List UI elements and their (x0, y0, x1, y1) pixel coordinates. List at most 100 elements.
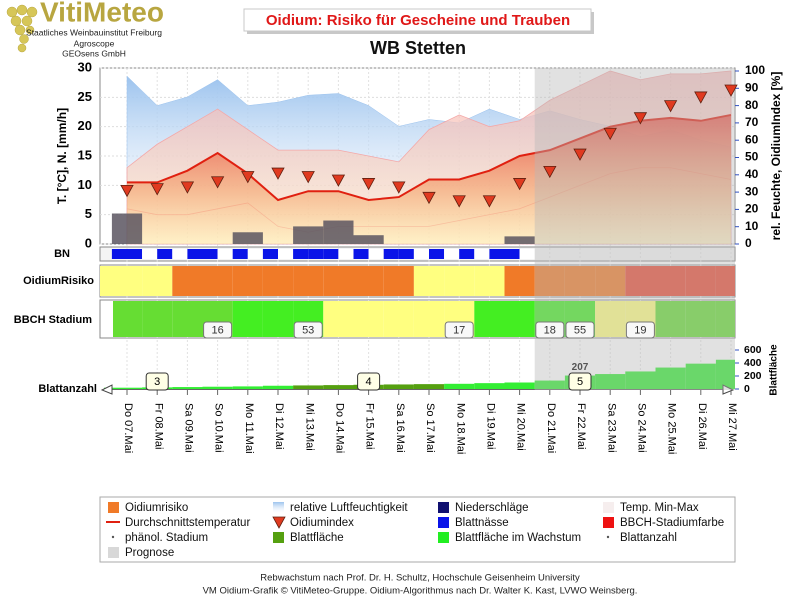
leaf-area-bar (504, 382, 535, 389)
risk-cell (323, 266, 354, 296)
legend-symbol (603, 502, 614, 513)
title-box (243, 8, 592, 32)
leaf-area-bar (104, 387, 143, 389)
oidium-index-marker (392, 181, 406, 194)
leaf-wetness-cell (459, 249, 475, 259)
oidium-index-marker (452, 195, 466, 208)
legend-label: Oidiumrisiko (125, 502, 188, 514)
leaf-axis-title: Blattfläche (769, 344, 780, 396)
bbch-cell (715, 301, 735, 337)
bbch-cell (685, 301, 716, 337)
leaf-wetness-cell (519, 249, 535, 259)
legend-symbol (111, 535, 115, 539)
leaf-wetness-cell (217, 249, 233, 259)
legend-label: Blattanzahl (620, 532, 677, 544)
bbch-label-box (625, 321, 655, 339)
x-tick-label: Mo 11.Mai (243, 403, 255, 454)
legend-label: Temp. Min-Max (620, 502, 699, 514)
bbch-label: 17 (453, 324, 465, 336)
bbch-cell (232, 301, 263, 337)
footer-line: Rebwachstum nach Prof. Dr. H. Schultz, H… (260, 573, 580, 584)
x-tick-label: Sa 09.Mai (182, 403, 194, 453)
legend-symbol (438, 532, 449, 543)
risk-cell (625, 266, 656, 296)
y2-tick-label: 90 (745, 80, 759, 94)
oidium-index-marker (543, 165, 557, 179)
row-label: BBCH Stadium (14, 314, 92, 326)
row-label: BN (54, 248, 70, 260)
legend-label: Oidiumindex (290, 517, 354, 529)
y-tick-label: 25 (78, 89, 92, 104)
x-tick-label: Fr 22.Mai (575, 403, 587, 449)
legend-symbol (438, 502, 449, 513)
leaf-count-box (145, 372, 169, 391)
bbch-cell (142, 301, 173, 337)
leaf-wetness-cell (504, 249, 520, 259)
oidium-index-marker (422, 191, 436, 205)
x-tick-label: Di 19.Mai (484, 403, 496, 449)
leaf-wetness-cell (398, 249, 414, 259)
bbch-label: 18 (544, 324, 556, 336)
leaf-wetness-cell (308, 249, 324, 259)
y-tick-label: 10 (78, 177, 92, 192)
oidium-index-marker (724, 84, 738, 97)
risk-cell (715, 266, 735, 296)
leaf-area-bar (413, 384, 445, 389)
leaf-area-bar (293, 385, 324, 389)
precipitation-bar (353, 235, 384, 244)
risk-cell (685, 266, 716, 296)
risk-cell (100, 266, 143, 296)
leaf-wetness-cell (187, 249, 203, 259)
bbch-cell (655, 301, 686, 337)
risk-cell (232, 266, 263, 296)
oidium-index-marker (241, 171, 255, 184)
leaf-wetness-cell (368, 249, 384, 259)
y2-axis-title: rel. Feuchte, OidiumIndex [%] (769, 72, 783, 241)
leaf-area-bar (595, 374, 626, 389)
leaf-area-bar (685, 363, 716, 389)
risk-cell (293, 266, 324, 296)
bbch-label: 16 (211, 324, 223, 336)
bbch-label-box (535, 321, 565, 339)
oidium-index-marker (573, 148, 587, 161)
leaf-wetness-cell (444, 249, 460, 259)
leaf-area-bar (625, 371, 656, 389)
legend-label: Niederschläge (455, 502, 529, 514)
risk-cell (202, 266, 233, 296)
leaf-area-bar (232, 386, 263, 389)
leaf-wetness-cell (413, 249, 429, 259)
risk-cell (534, 266, 565, 296)
oidium-index-marker (331, 174, 346, 187)
oidium-index-marker (271, 167, 285, 180)
x-tick-label: Di 12.Mai (273, 403, 285, 449)
legend-label: Blattnässe (455, 517, 509, 529)
leaf-area-bar (262, 385, 294, 389)
leaf-area-bar (383, 384, 414, 389)
chart-subtitle: WB Stetten (370, 38, 466, 58)
bbch-label: 55 (574, 324, 586, 336)
precipitation-bar (111, 213, 143, 244)
y2-tick-label: 70 (745, 115, 759, 129)
leaf-wetness-cell (474, 249, 490, 259)
chart-title: Oidium: Risiko für Gescheine und Trauben (266, 12, 570, 29)
risk-cell (142, 266, 173, 296)
x-tick-label: So 10.Mai (213, 403, 225, 453)
row-label: Blattanzahl (38, 383, 97, 395)
legend-label: BBCH-Stadiumfarbe (620, 517, 724, 529)
oidium-index-marker (210, 176, 225, 189)
risk-cell (413, 266, 445, 296)
bbch-label: 19 (634, 324, 646, 336)
leaf-wetness-cell (111, 249, 127, 259)
leaf-wetness-cell (232, 249, 248, 259)
oidium-index-marker (603, 127, 617, 141)
x-tick-label: Mo 25.Mai (666, 403, 678, 454)
leaf-wetness-cell (489, 249, 505, 259)
temp-mean-line (127, 113, 732, 202)
legend-label: Blattfläche (290, 532, 344, 544)
y-tick-label: 0 (85, 235, 92, 250)
leaf-wetness-cell (353, 249, 369, 259)
y2-tick-label: 30 (745, 184, 759, 198)
oidium-index-marker (301, 171, 315, 184)
bbch-cell (474, 301, 505, 337)
bbch-cell (113, 301, 143, 337)
